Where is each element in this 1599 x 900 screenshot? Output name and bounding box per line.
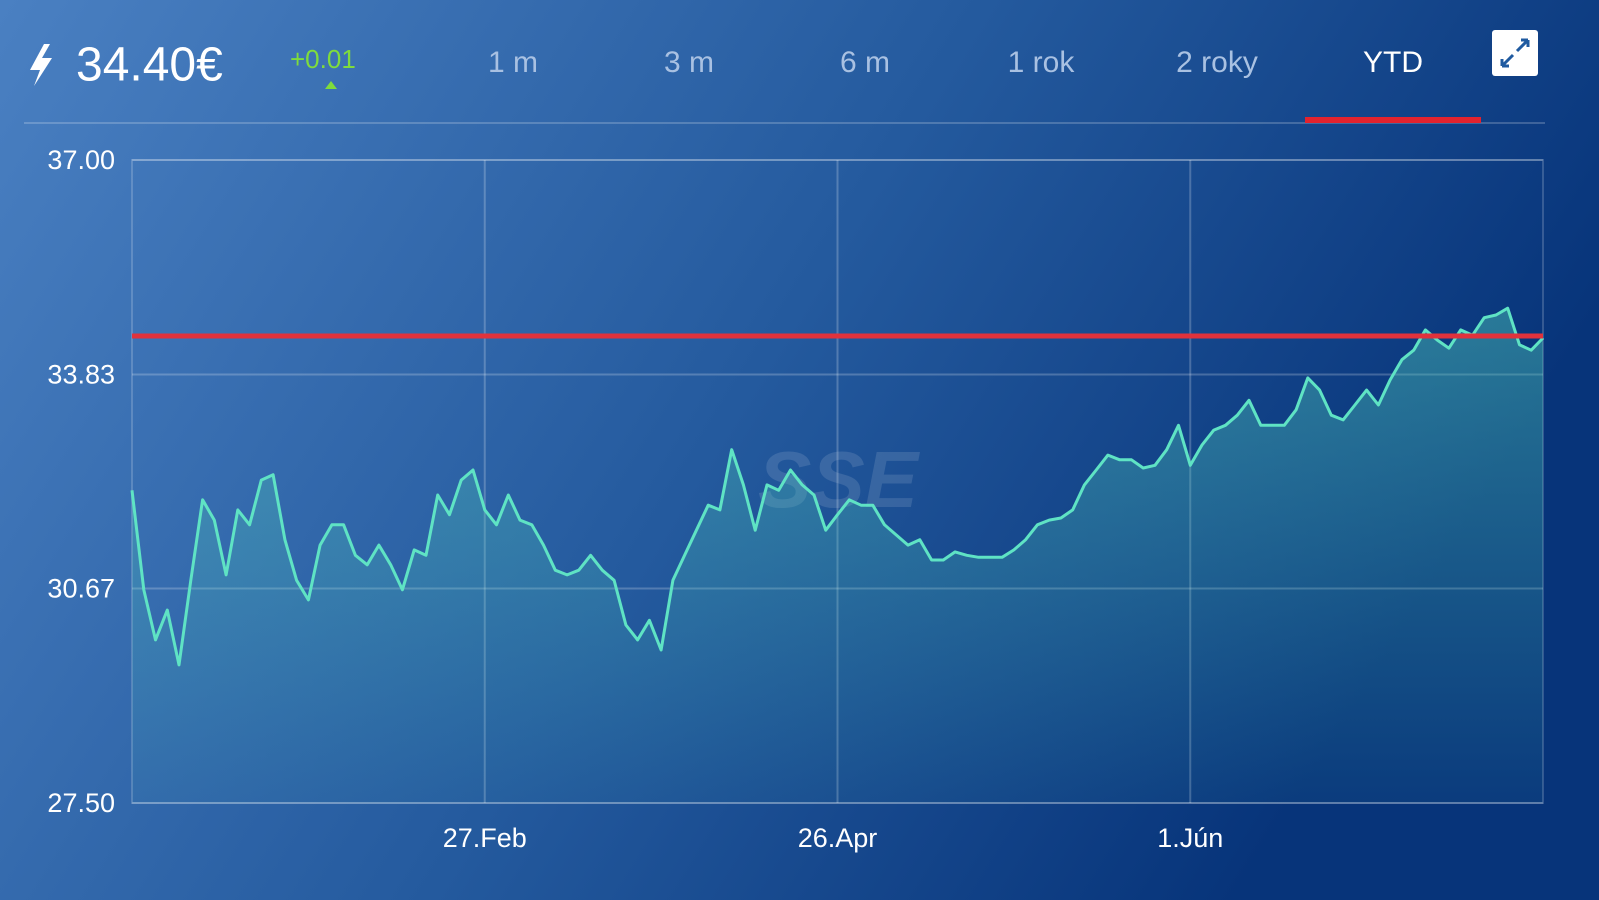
y-tick-label: 30.67 (47, 574, 115, 604)
range-tab[interactable]: 1 m (488, 46, 538, 79)
range-tab[interactable]: 1 rok (1008, 46, 1076, 79)
price: 34.40€ (76, 39, 223, 92)
price-change: +0.01 (290, 44, 356, 74)
range-tab[interactable]: 3 m (664, 46, 714, 79)
up-arrow (325, 81, 337, 89)
y-tick-label: 37.00 (47, 145, 115, 175)
range-tab[interactable]: YTD (1363, 46, 1423, 79)
x-tick-label: 27.Feb (443, 823, 527, 853)
x-tick-label: 26.Apr (798, 823, 878, 853)
y-tick-label: 27.50 (47, 788, 115, 818)
range-tab[interactable]: 2 roky (1176, 46, 1258, 79)
price-line (130, 306, 1545, 667)
active-tab-underline (1305, 117, 1481, 123)
bolt-icon (30, 44, 52, 86)
x-tick-label: 1.Jún (1157, 823, 1223, 853)
range-tab[interactable]: 6 m (840, 46, 890, 79)
expand-button-bg[interactable] (1492, 30, 1538, 76)
expand-button[interactable] (1492, 30, 1538, 76)
price-area (132, 308, 1543, 803)
expand-icon[interactable] (1500, 38, 1530, 68)
y-tick-label: 33.83 (47, 360, 115, 390)
